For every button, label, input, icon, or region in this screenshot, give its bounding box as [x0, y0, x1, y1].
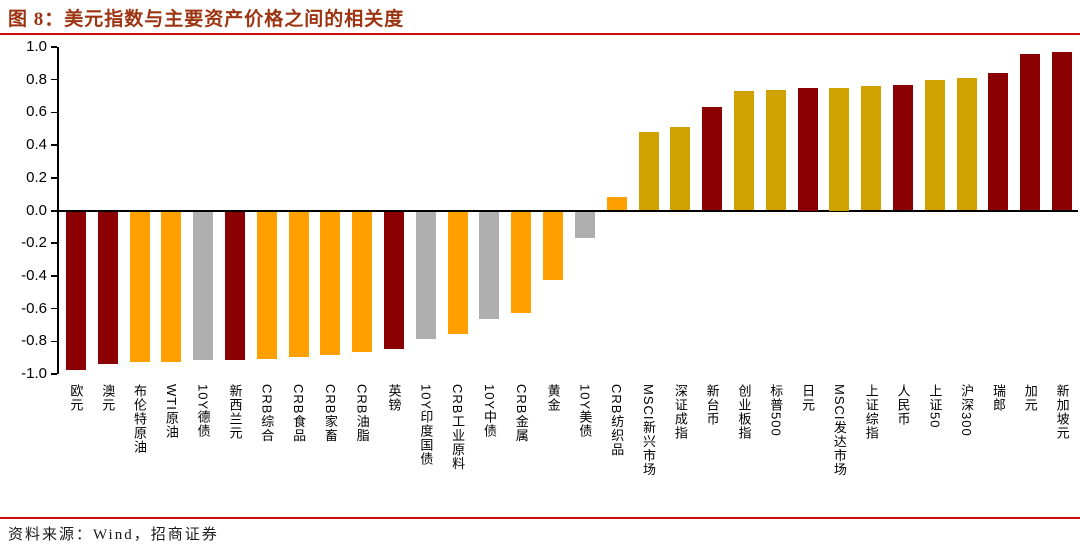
bar [1052, 51, 1073, 211]
bar [829, 87, 850, 211]
x-axis-label: CRB综合 [259, 384, 275, 443]
x-axis-label: 标普500 [768, 384, 784, 437]
x-axis-label: 新台币 [704, 384, 720, 426]
x-axis-label: WTI原油 [163, 384, 179, 439]
x-axis-label: CRB工业原料 [450, 384, 466, 471]
x-axis-label: CRB油脂 [354, 384, 370, 443]
bar [447, 211, 468, 335]
bar [670, 127, 691, 211]
bar [479, 211, 500, 320]
bar [606, 197, 627, 211]
bar [638, 132, 659, 211]
bar [765, 89, 786, 211]
y-axis-tick [51, 242, 57, 244]
y-axis-tick [51, 307, 57, 310]
x-axis-label: 黄金 [545, 384, 561, 412]
y-axis-tick [51, 373, 57, 375]
y-axis-tick-label: 1.0 [26, 38, 47, 55]
y-axis-tick-label: -1.0 [21, 365, 47, 382]
x-axis-label: 欧元 [68, 384, 84, 412]
y-axis-tick [51, 78, 57, 81]
bar [288, 211, 309, 357]
bar [256, 211, 277, 359]
bar [161, 211, 182, 362]
bar [193, 211, 214, 361]
y-axis-tick [51, 275, 57, 277]
bar [924, 79, 945, 211]
y-axis-tick-label: -0.4 [21, 266, 47, 284]
x-axis-label: 布伦特原油 [132, 384, 148, 454]
y-axis-tick-label: 0.4 [26, 136, 47, 154]
y-axis-tick-label: -0.6 [21, 299, 47, 317]
bar [893, 84, 914, 211]
x-axis-label: CRB家畜 [322, 384, 338, 443]
x-axis-label: CRB金属 [513, 384, 529, 443]
bar [511, 211, 532, 313]
x-axis-label: 沪深300 [959, 384, 975, 437]
x-axis-label: 人民币 [895, 384, 911, 426]
x-axis-label: CRB食品 [291, 384, 307, 443]
y-axis-tick-label: -0.2 [21, 234, 47, 252]
y-axis-tick [51, 46, 57, 48]
x-axis-label: CRB纺织品 [609, 384, 625, 457]
x-axis-label: MSCI发达市场 [831, 384, 847, 477]
x-axis-label: 上证综指 [863, 384, 879, 440]
y-axis-tick [51, 144, 57, 146]
x-axis-label: 加元 [1022, 384, 1038, 412]
y-axis-tick [51, 340, 57, 343]
bar [956, 78, 977, 211]
bar [224, 211, 245, 361]
bar [415, 211, 436, 340]
x-axis-label: 创业板指 [736, 384, 752, 440]
x-axis-label: 新加坡元 [1054, 384, 1070, 440]
bar [797, 87, 818, 211]
x-axis-label: 10Y德债 [195, 384, 211, 439]
title-divider-line [0, 33, 1080, 35]
y-axis-tick [51, 111, 57, 114]
bar [733, 91, 754, 211]
footer-divider-line [0, 517, 1080, 519]
bar [65, 211, 86, 371]
bar [320, 211, 341, 356]
y-axis-tick-label: -0.8 [21, 332, 47, 350]
x-axis-label: 深证成指 [672, 384, 688, 440]
bar [129, 211, 150, 362]
bar [861, 86, 882, 211]
bar [384, 211, 405, 349]
x-axis-label: MSCI新兴市场 [641, 384, 657, 477]
source-note: 资料来源：Wind，招商证券 [8, 527, 219, 543]
bar [352, 211, 373, 353]
bar [543, 211, 564, 281]
bar [702, 107, 723, 211]
x-axis-label: 日元 [800, 384, 816, 412]
zero-baseline [51, 209, 1078, 212]
bar [97, 211, 118, 364]
bar [1020, 53, 1041, 211]
y-axis-tick-label: 0.0 [26, 201, 47, 219]
x-axis-label: 10Y中债 [481, 384, 497, 439]
y-axis-tick-label: 0.8 [26, 70, 47, 88]
bar [988, 73, 1009, 211]
x-axis-label: 澳元 [100, 384, 116, 412]
x-axis-label: 10Y印度国债 [418, 384, 434, 467]
x-axis-label: 新西兰元 [227, 384, 243, 440]
x-axis-label: 10Y美债 [577, 384, 593, 439]
chart-title: 图 8：美元指数与主要资产价格之间的相关度 [8, 9, 405, 30]
y-axis-tick-label: 0.6 [26, 103, 47, 121]
x-axis-label: 瑞郎 [990, 384, 1006, 412]
x-axis-label: 英镑 [386, 384, 402, 412]
x-axis-label: 上证50 [927, 384, 943, 429]
y-axis-tick [51, 177, 57, 179]
bar [574, 211, 595, 238]
y-axis-tick-label: 0.2 [26, 168, 47, 186]
